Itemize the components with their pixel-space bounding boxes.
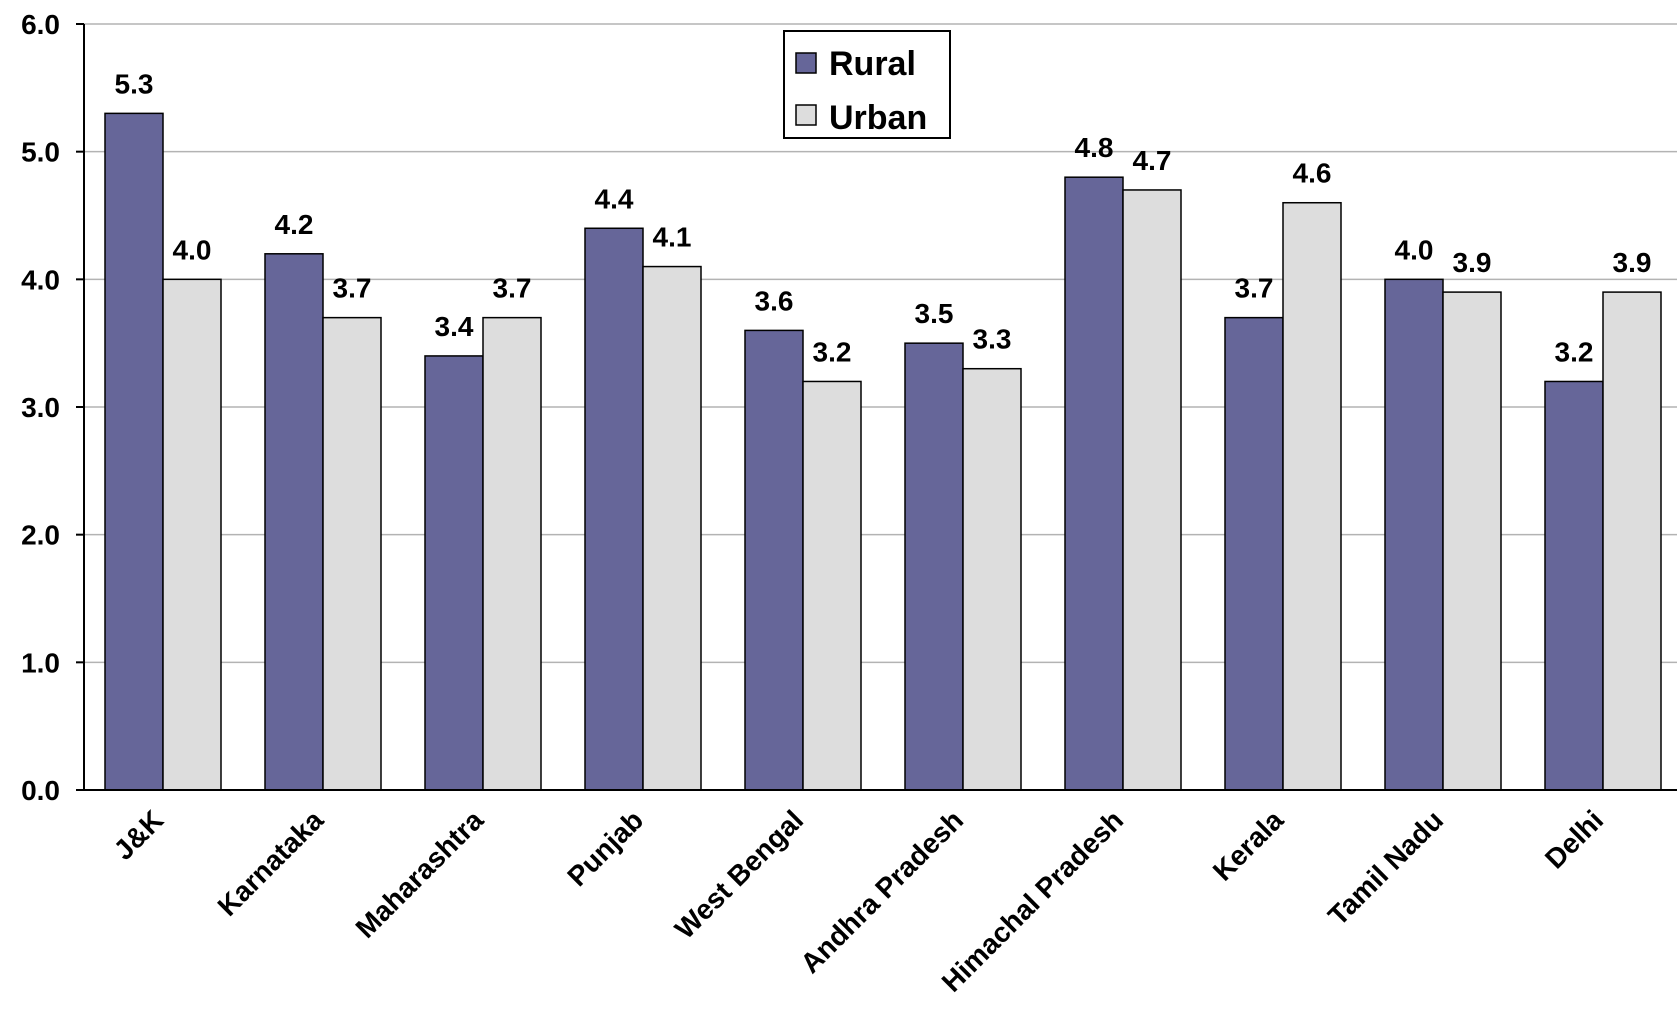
- data-labels: 5.3 4.0 4.2 3.7 3.4 3.7 4.4 4.1 3.6 3.2 3.5 3.3 4.8 4…: [115, 68, 1652, 367]
- bar-urban-delhi: [1602, 291, 1662, 791]
- x-tick-label-himachal-pradesh: Himachal Pradesh: [936, 804, 1130, 998]
- bar-urban-kerala: [1282, 201, 1342, 791]
- data-label-urban-maharashtra: 3.7: [493, 273, 532, 304]
- x-tick-label-west-bengal: West Bengal: [669, 804, 809, 944]
- bar-rural-maharashtra: [424, 355, 484, 791]
- data-label-rural-kerala: 3.7: [1235, 273, 1274, 304]
- legend-swatch-rural: [795, 52, 817, 74]
- bar-urban-andhra-pradesh: [962, 367, 1022, 791]
- data-label-rural-karnataka: 4.2: [275, 209, 314, 240]
- data-label-urban-andhra-pradesh: 3.3: [973, 324, 1012, 355]
- x-tick-label-delhi: Delhi: [1539, 804, 1609, 874]
- x-tick-label-tamil-nadu: Tamil Nadu: [1322, 804, 1449, 931]
- y-tick-label: 5.0: [21, 137, 60, 168]
- y-tick-labels: 0.0 1.0 2.0 3.0 4.0 5.0 6.0: [21, 9, 60, 806]
- y-tick-label: 4.0: [21, 264, 60, 295]
- bar-rural-west-bengal: [744, 329, 804, 791]
- bar-rural-himachal-pradesh: [1064, 176, 1124, 791]
- axes: [76, 23, 1677, 791]
- data-label-rural-delhi: 3.2: [1555, 336, 1594, 367]
- x-tick-labels: J&K Karnataka Maharashtra Punjab West Bengal…: [108, 804, 1610, 998]
- data-label-urban-tamil-nadu: 3.9: [1453, 247, 1492, 278]
- x-tick-label-punjab: Punjab: [561, 804, 649, 892]
- data-label-urban-kerala: 4.6: [1293, 158, 1332, 189]
- y-tick-label: 0.0: [21, 775, 60, 806]
- data-label-urban-himachal-pradesh: 4.7: [1133, 145, 1172, 176]
- bar-urban-maharashtra: [482, 316, 542, 791]
- x-tick-label-maharashtra: Maharashtra: [350, 804, 490, 944]
- data-label-urban-punjab: 4.1: [653, 222, 692, 253]
- x-tick-label-jandk: J&K: [108, 804, 170, 866]
- x-tick-label-andhra-pradesh: Andhra Pradesh: [794, 804, 969, 979]
- y-tick-label: 2.0: [21, 520, 60, 551]
- bar-urban-tamil-nadu: [1442, 291, 1502, 791]
- data-label-urban-karnataka: 3.7: [333, 273, 372, 304]
- legend-label-rural: Rural: [829, 45, 916, 83]
- legend-swatch-urban: [795, 104, 817, 126]
- data-label-rural-west-bengal: 3.6: [755, 285, 794, 316]
- data-label-rural-tamil-nadu: 4.0: [1395, 234, 1434, 265]
- data-label-rural-andhra-pradesh: 3.5: [915, 298, 954, 329]
- y-tick-label: 1.0: [21, 647, 60, 678]
- bar-rural-andhra-pradesh: [904, 342, 964, 791]
- bar-urban-west-bengal: [802, 380, 862, 791]
- bars: [104, 112, 1662, 791]
- bar-urban-karnataka: [322, 316, 382, 791]
- bar-rural-jandk: [104, 112, 164, 791]
- data-label-urban-delhi: 3.9: [1613, 247, 1652, 278]
- bar-urban-himachal-pradesh: [1122, 189, 1182, 791]
- bar-rural-karnataka: [264, 253, 324, 791]
- x-tick-label-kerala: Kerala: [1207, 804, 1290, 887]
- data-label-rural-punjab: 4.4: [595, 183, 634, 214]
- bar-urban-punjab: [642, 265, 702, 791]
- data-label-urban-jandk: 4.0: [173, 234, 212, 265]
- data-label-urban-west-bengal: 3.2: [813, 336, 852, 367]
- data-label-rural-maharashtra: 3.4: [435, 311, 474, 342]
- data-label-rural-himachal-pradesh: 4.8: [1075, 132, 1114, 163]
- bar-rural-tamil-nadu: [1384, 278, 1444, 791]
- bar-urban-jandk: [162, 278, 222, 791]
- bar-rural-delhi: [1544, 380, 1604, 791]
- data-label-rural-jandk: 5.3: [115, 68, 154, 99]
- x-tick-label-karnataka: Karnataka: [212, 804, 330, 922]
- y-tick-label: 3.0: [21, 392, 60, 423]
- bar-rural-punjab: [584, 227, 644, 791]
- y-tick-label: 6.0: [21, 9, 60, 40]
- legend[interactable]: Rural Urban: [783, 30, 951, 139]
- legend-label-urban: Urban: [829, 99, 927, 137]
- bar-rural-kerala: [1224, 316, 1284, 791]
